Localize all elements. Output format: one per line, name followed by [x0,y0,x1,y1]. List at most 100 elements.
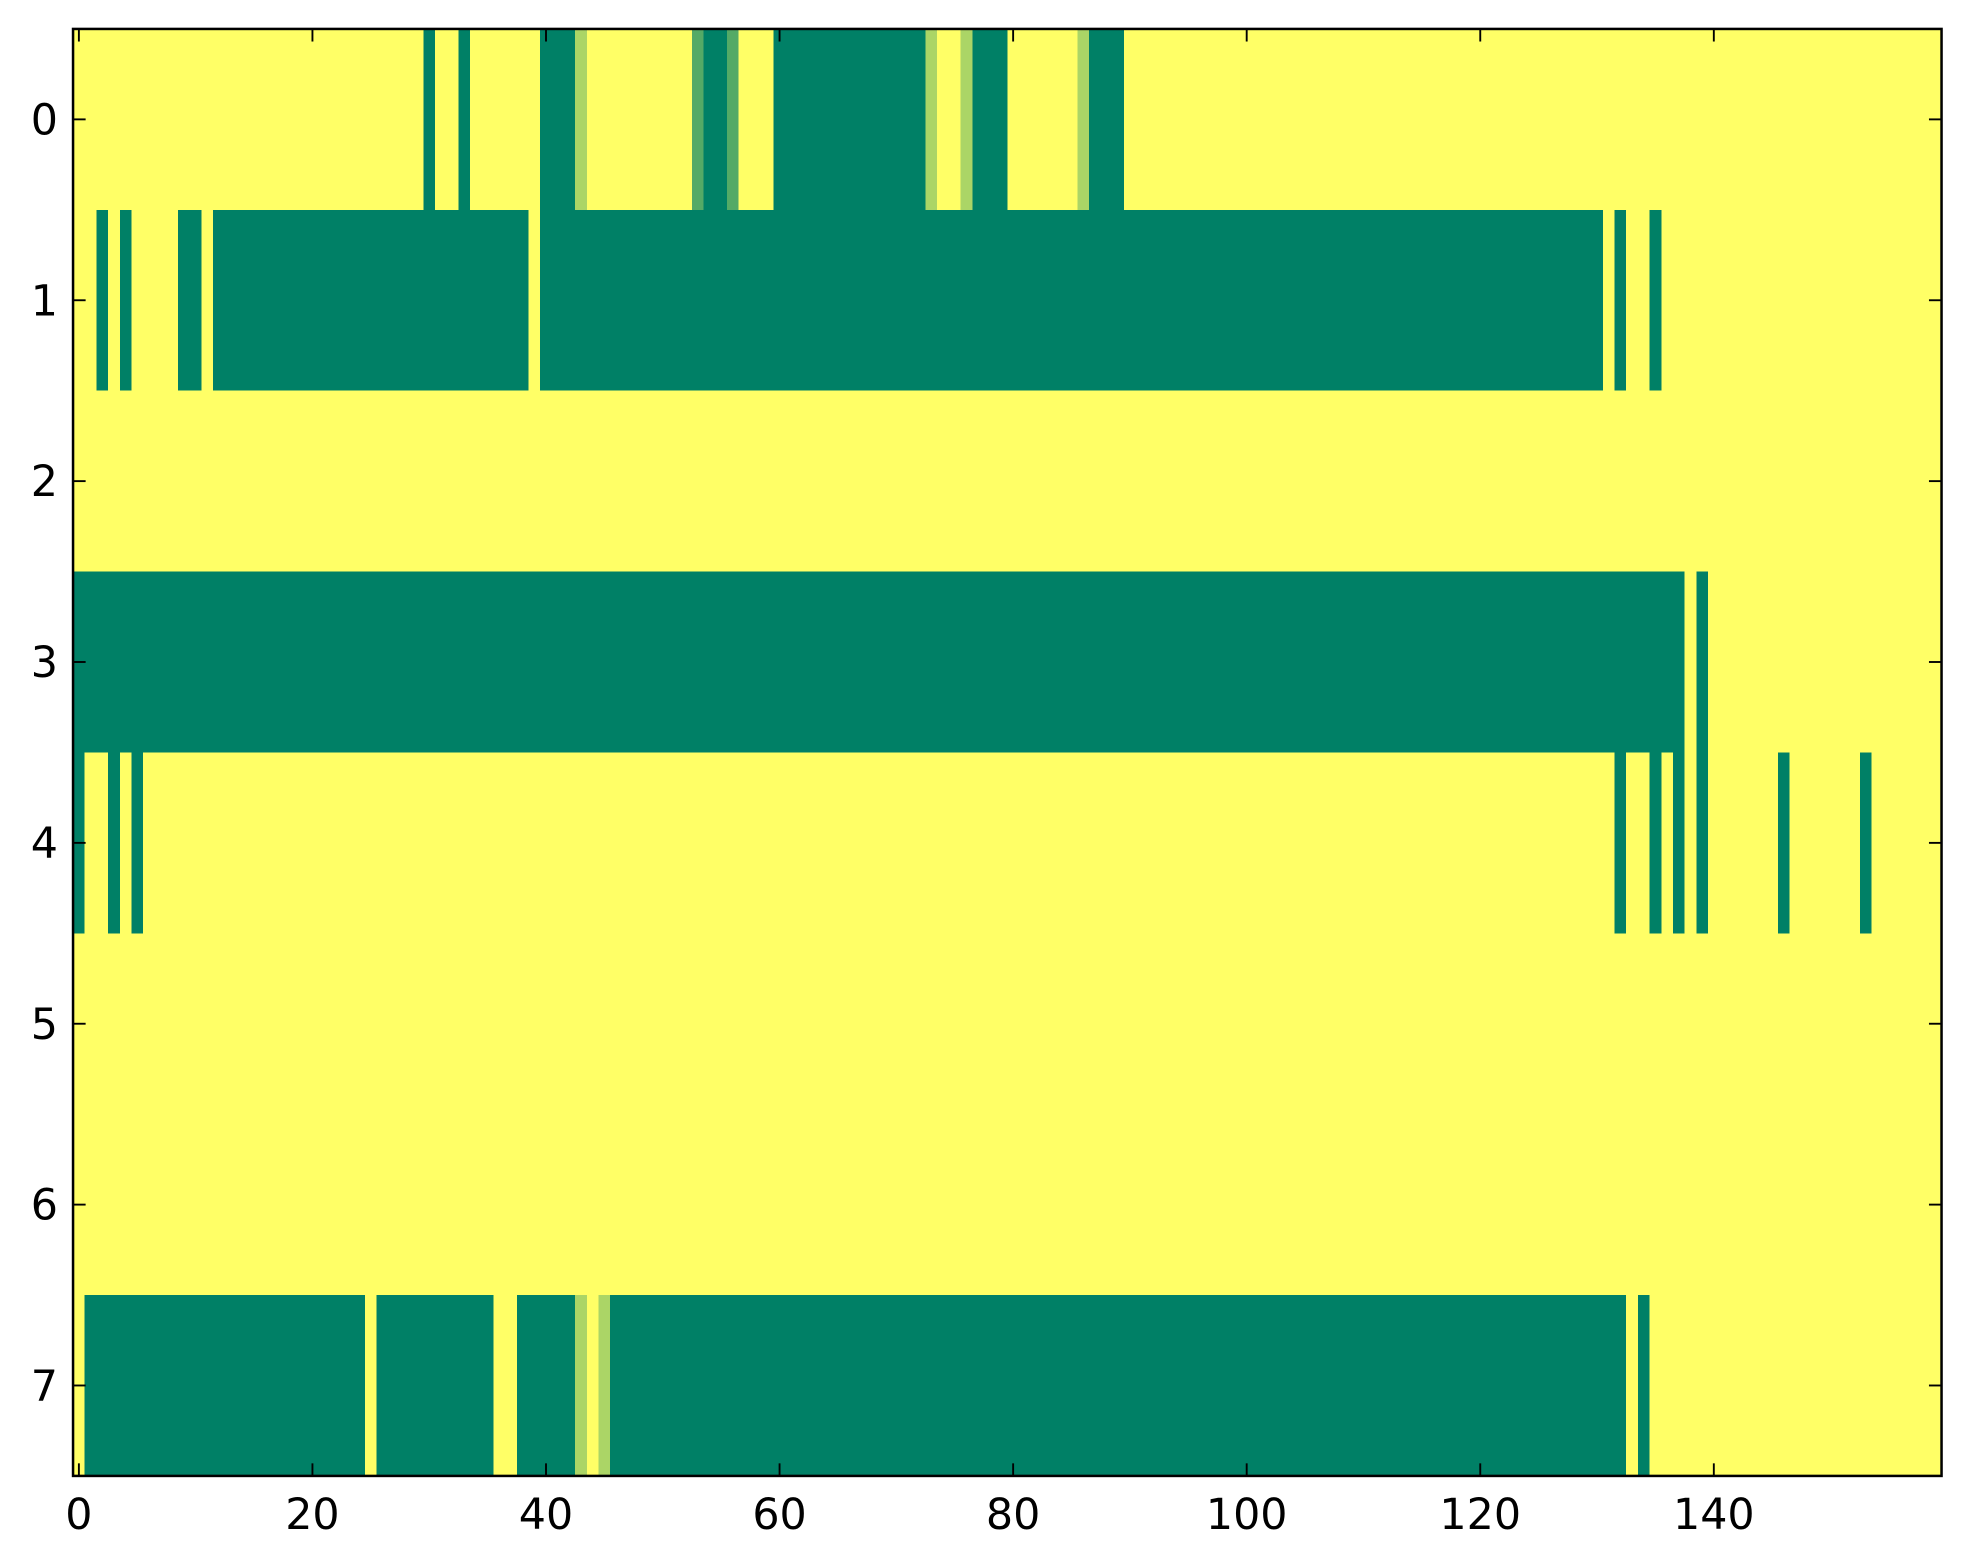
cell [493,1114,506,1296]
cell [808,28,822,211]
cell [832,390,845,573]
cell [1089,390,1102,573]
cell [1310,1295,1324,1477]
cell [1018,1114,1032,1296]
cell [1299,390,1312,573]
cell [1556,933,1569,1115]
cell [1602,752,1616,935]
cell [1392,209,1406,392]
cell [995,28,1009,211]
cell [1182,1295,1195,1477]
cell [983,1295,997,1477]
cell [1240,933,1254,1115]
cell [481,209,495,392]
cell [1229,1295,1242,1477]
cell [1754,390,1768,573]
y-tick-label: 5 [31,1000,58,1050]
cell [1392,752,1406,935]
cell [1264,209,1277,392]
cell [376,28,390,211]
cell [1486,933,1499,1115]
cell [96,390,109,573]
cell [878,933,892,1115]
cell [1824,1114,1838,1296]
cell [1229,28,1242,211]
cell [108,28,121,211]
cell [1649,571,1663,754]
cell [960,933,974,1115]
cell [1439,390,1452,573]
cell [400,933,413,1115]
cell [1649,209,1663,392]
cell [119,209,133,392]
cell [143,209,156,392]
cell [1089,933,1102,1115]
cell [645,390,658,573]
cell [925,571,938,754]
cell [575,390,588,573]
cell [586,1114,600,1296]
cell [1672,933,1686,1115]
cell [1077,28,1090,211]
cell [563,390,576,573]
cell [925,1295,938,1477]
cell [1404,571,1417,754]
cell [797,752,810,935]
cell [213,752,226,935]
cell [1707,209,1721,392]
cell [808,1295,822,1477]
cell [808,1114,822,1296]
cell [1451,390,1464,573]
cell [1497,1114,1511,1296]
y-tick-label: 4 [31,819,58,869]
cell [154,752,168,935]
cell [423,1295,436,1477]
cell [1439,1114,1452,1296]
cell [119,752,133,935]
cell [1813,390,1826,573]
cell [248,571,261,754]
cell [1789,752,1803,935]
cell [1357,28,1371,211]
cell [1416,390,1429,573]
cell [937,571,950,754]
cell [762,571,775,754]
cell [213,571,226,754]
cell [1451,28,1464,211]
cell [166,933,179,1115]
cell [1345,933,1359,1115]
cell [493,209,506,392]
cell [1194,571,1207,754]
cell [1404,933,1417,1115]
cell [575,209,588,392]
cell [633,571,647,754]
cell [855,1114,868,1296]
cell [388,571,401,754]
cell [528,933,541,1115]
cell [376,1295,390,1477]
cell [843,1295,857,1477]
cell [621,209,635,392]
cell [1521,28,1534,211]
cell [1883,28,1896,211]
cell [84,1114,98,1296]
cell [400,209,413,392]
cell [516,209,530,392]
cell [224,752,238,935]
cell [773,209,787,392]
cell [960,209,974,392]
cell [1018,28,1032,211]
cell [948,752,962,935]
cell [1497,933,1511,1115]
cell [178,1295,191,1477]
cell [505,390,518,573]
cell [1579,571,1592,754]
cell [1147,28,1160,211]
cell [808,752,822,935]
cell [1486,1114,1499,1296]
cell [925,933,938,1115]
cell [1859,209,1873,392]
cell [1602,1295,1616,1477]
cell [1369,390,1382,573]
cell [586,571,600,754]
